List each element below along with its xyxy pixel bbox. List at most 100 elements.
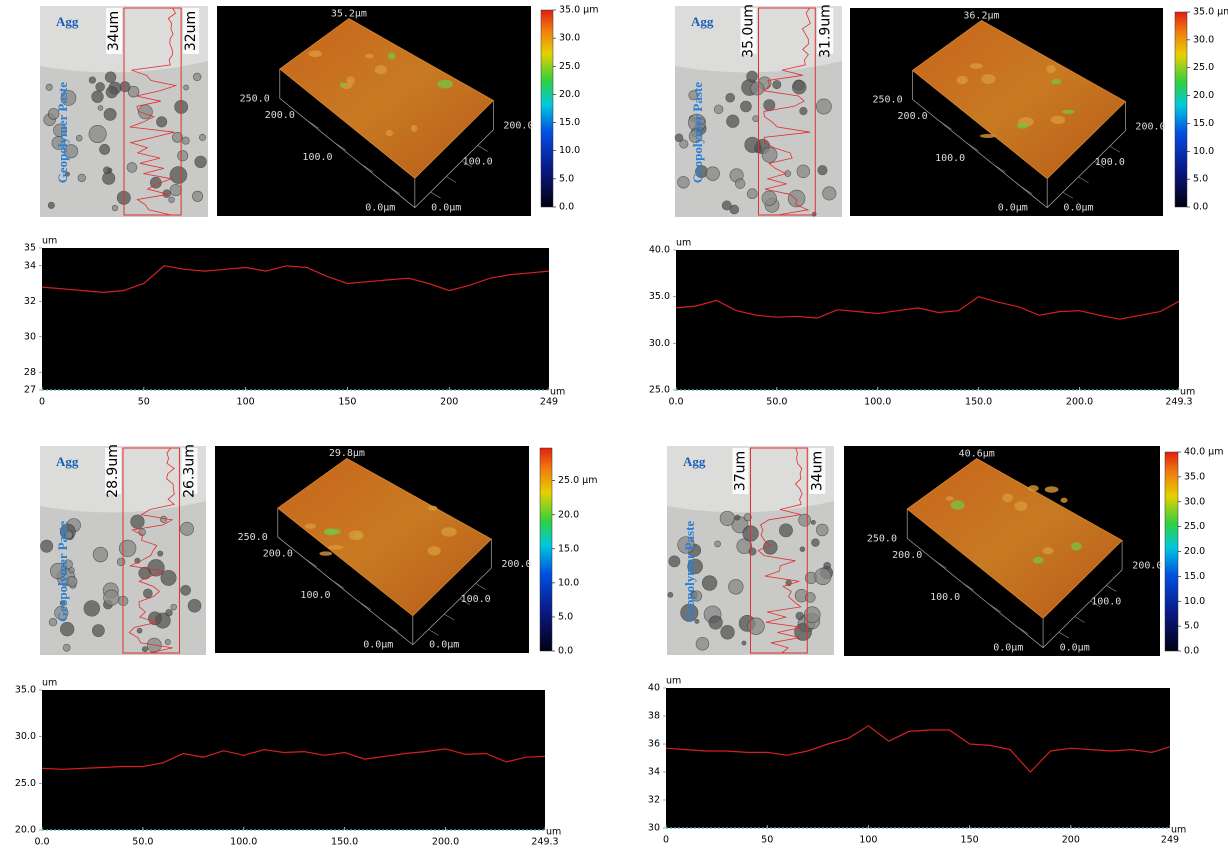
y-tick-label: 27 [24, 385, 36, 396]
label-bg [181, 448, 198, 494]
colorbar-label: 20.0 [558, 509, 579, 520]
x-tick-label: 249.3 [531, 837, 558, 848]
pore [719, 510, 735, 526]
x-tick-label: 249 [540, 397, 558, 408]
y-tick-label: 40 [648, 683, 660, 694]
surface-feature [323, 528, 337, 536]
y-tick-label: 40.0 [649, 245, 670, 256]
colorbar-label: 25.0 µm [558, 475, 597, 486]
pore [814, 567, 832, 585]
pore [679, 139, 689, 149]
pore [92, 546, 109, 563]
colorbar [539, 447, 553, 652]
wireframe [961, 581, 974, 591]
pore [164, 639, 171, 646]
pore [64, 530, 74, 540]
wireframe [1093, 161, 1105, 168]
profile-line [665, 725, 1171, 773]
colorbar-label: 25.0 [559, 61, 580, 72]
pore [694, 619, 700, 624]
label-bg [732, 448, 749, 494]
pore [705, 166, 720, 181]
x-axis-label: 200.0 [1135, 122, 1165, 133]
colorbar-label: 35.0 µm [1193, 7, 1228, 18]
x-tick-label: 50 [761, 835, 773, 846]
y-tick-label: 32 [648, 795, 660, 806]
x-tick-label: 100.0 [230, 837, 257, 848]
pore [45, 83, 53, 91]
pore [741, 640, 747, 646]
origin-label: 0.0µm [993, 643, 1023, 654]
colorbar-label: 10.0 [558, 577, 579, 588]
x-tick-label: 150 [961, 835, 979, 846]
x-tick-label: 50.0 [132, 837, 153, 848]
wireframe [459, 598, 471, 606]
pore [169, 183, 182, 197]
pore [142, 646, 148, 653]
right-depth: 32um [183, 11, 199, 51]
origin-label: 0.0µm [365, 203, 395, 214]
x-tick-label: 50 [138, 397, 150, 408]
origin-label: 0.0µm [1060, 643, 1090, 654]
colorbar-label: 40.0 µm [1184, 447, 1223, 458]
pore [77, 173, 86, 183]
pore [725, 92, 735, 103]
peak-label: 36.2µm [963, 10, 999, 21]
plot-area [666, 688, 1170, 828]
pore [156, 116, 168, 128]
origin-label: 0.0µm [1063, 203, 1093, 214]
y-axis-label: 200.0 [892, 550, 922, 561]
colorbar [540, 9, 554, 208]
y-tick-label: 35.0 [649, 291, 670, 302]
pore [796, 164, 810, 178]
pore [688, 90, 699, 101]
depth-trace [128, 447, 176, 654]
plot-area [676, 250, 1179, 390]
pore [143, 588, 153, 599]
paste-label: Geopolymer Paste [55, 82, 70, 183]
label-bg [817, 8, 834, 54]
x-axis-label: 200.0 [1132, 561, 1162, 572]
agg-label: Agg [683, 454, 706, 469]
y-tick-label: 30 [24, 331, 36, 342]
pore [180, 521, 194, 536]
pore [668, 555, 681, 568]
pore [103, 589, 120, 606]
paste-label: Geopolymer Paste [55, 521, 70, 622]
y-tick-label: 38 [648, 711, 660, 722]
pore [170, 603, 177, 611]
surface-feature [327, 545, 344, 550]
pore [91, 90, 104, 103]
pore [674, 133, 684, 143]
depth-trace [129, 7, 178, 216]
pore [667, 591, 674, 598]
y-tick-label: 20.0 [15, 825, 36, 836]
surface-feature [1046, 65, 1056, 74]
x-tick-label: 150.0 [965, 397, 992, 408]
wireframe [277, 508, 492, 646]
surface-feature [410, 124, 418, 133]
pore [187, 598, 202, 613]
surface-feature [1002, 493, 1014, 503]
pore [59, 600, 66, 606]
surface-feature [1061, 109, 1075, 114]
pore [752, 115, 760, 122]
plot-area [42, 690, 545, 830]
y-axis-title: um [42, 236, 57, 247]
x-axis-label: 200.0 [501, 559, 531, 570]
scan-window [758, 7, 816, 216]
pore [180, 584, 191, 596]
wireframe [1090, 600, 1101, 608]
pore [159, 515, 168, 523]
colorbar-label: 15.0 [1193, 118, 1214, 129]
surface-feature [346, 76, 355, 85]
y-axis-label: 250.0 [240, 93, 270, 104]
y-tick-label: 30 [648, 823, 660, 834]
pore [127, 85, 140, 98]
pore [102, 171, 116, 185]
pore [48, 618, 58, 627]
wireframe [428, 629, 439, 636]
pore [47, 108, 60, 120]
pore [763, 539, 778, 555]
